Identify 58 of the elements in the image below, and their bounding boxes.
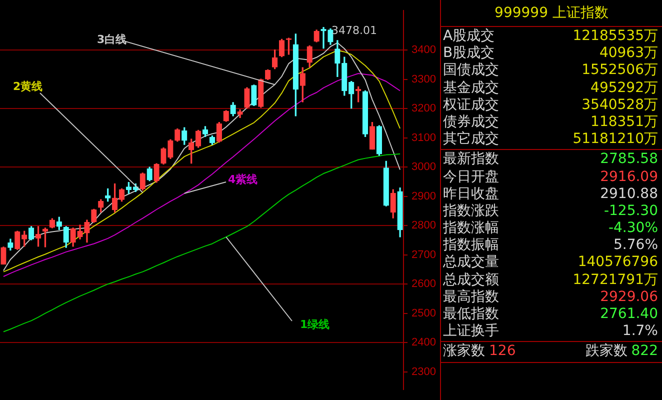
text: -125.30 <box>604 202 658 219</box>
category-label: 最高指数 <box>443 288 499 306</box>
text: 1552506万 <box>582 62 658 78</box>
y-tick-label: 3000 <box>412 161 436 174</box>
text: 40963万 <box>599 45 658 62</box>
text: 3540528万 <box>582 96 658 113</box>
category-label: 涨家数 <box>443 343 485 361</box>
text: 2929.06 <box>600 288 658 305</box>
text: 1.7% <box>622 323 658 340</box>
y-tick-label: 3100 <box>412 132 436 144</box>
text: 51181210万 <box>572 131 658 148</box>
category-label: 基金成交 <box>443 80 499 97</box>
y-tick-label: 2400 <box>412 336 436 349</box>
category-label: 上证换手 <box>443 323 499 340</box>
category-label: 债券成交 <box>443 114 499 131</box>
text: 140576796 <box>578 254 658 270</box>
category-label: 指数振幅 <box>443 237 499 254</box>
category-label: 其它成交 <box>443 131 499 148</box>
text: 2916.09 <box>600 168 658 184</box>
text: 2黄线 <box>13 80 43 93</box>
text: 3白线 <box>97 32 127 46</box>
category-label: 指数涨跌 <box>443 202 499 220</box>
y-tick-label: 2600 <box>412 278 436 290</box>
category-label: 今日开盘 <box>443 168 499 186</box>
category-label: 最低指数 <box>443 306 499 323</box>
y-tick-label: 3200 <box>412 102 436 115</box>
category-label: 总成交量 <box>443 254 499 272</box>
y-tick-label: 2900 <box>412 190 436 202</box>
text: -4.30% <box>608 220 658 236</box>
text: 822 <box>631 343 658 360</box>
y-tick-label: 3300 <box>412 73 436 86</box>
text: 12721791万 <box>572 272 658 288</box>
text: 1绿线 <box>300 318 330 331</box>
text: 2761.40 <box>600 306 658 322</box>
y-tick-label: 3400 <box>412 44 436 56</box>
category-label: 昨日收盘 <box>443 186 499 203</box>
y-tick-label: 2700 <box>412 248 436 261</box>
series-label: 4紫线 <box>228 172 258 186</box>
y-tick-label: 2800 <box>412 220 436 232</box>
y-tick-label: 2300 <box>412 366 436 378</box>
category-label: 总成交额 <box>443 272 499 289</box>
text: 126 <box>489 343 516 360</box>
y-tick-label: 2500 <box>412 307 436 320</box>
text: 12185535万 <box>572 28 658 44</box>
text: 2785.58 <box>600 151 658 168</box>
category-label: 权证成交 <box>443 96 499 114</box>
category-label: 国债成交 <box>443 62 499 80</box>
category-label: B股成交 <box>443 45 495 62</box>
text: 999999 上证指数 <box>441 0 662 27</box>
category-label: 最新指数 <box>443 151 499 168</box>
text: 5.76% <box>614 237 658 254</box>
category-label: 指数涨幅 <box>443 220 499 238</box>
category-label: 跌家数 <box>585 343 628 361</box>
text: 118351万 <box>590 114 658 130</box>
text: 495292万 <box>590 80 658 96</box>
category-label: A股成交 <box>443 28 495 45</box>
annotation: 3478.01 <box>332 24 378 38</box>
text: 2910.88 <box>600 186 658 202</box>
